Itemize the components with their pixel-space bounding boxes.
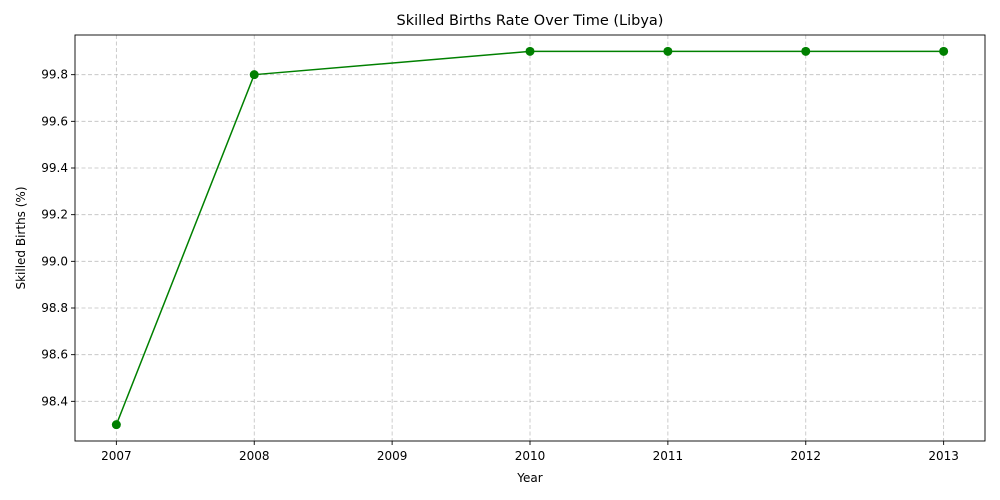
y-tick-label: 99.4 — [41, 161, 68, 175]
x-axis-label: Year — [516, 471, 542, 485]
data-point — [801, 46, 811, 56]
data-point — [111, 420, 121, 430]
x-tick-label: 2010 — [515, 449, 546, 463]
chart-title: Skilled Births Rate Over Time (Libya) — [397, 13, 664, 29]
x-tick-label: 2013 — [928, 449, 959, 463]
y-tick-label: 98.6 — [41, 348, 68, 362]
y-tick-label: 99.6 — [41, 114, 68, 128]
grid — [75, 35, 985, 441]
series-line — [115, 50, 944, 425]
y-tick-label: 99.0 — [41, 254, 68, 268]
data-point — [525, 46, 535, 56]
data-point — [249, 70, 259, 80]
x-tick-label: 2012 — [790, 449, 821, 463]
x-tick-label: 2009 — [377, 449, 408, 463]
series-layer — [111, 46, 949, 430]
y-axis-label: Skilled Births (%) — [14, 186, 28, 289]
x-tick-label: 2008 — [239, 449, 270, 463]
y-tick-label: 99.8 — [41, 68, 68, 82]
y-tick-label: 98.8 — [41, 301, 68, 315]
y-tick-label: 99.2 — [41, 208, 68, 222]
y-tick-label: 98.4 — [41, 394, 68, 408]
x-tick-label: 2007 — [101, 449, 132, 463]
x-tick-label: 2011 — [653, 449, 684, 463]
data-point — [939, 46, 949, 56]
axis-ticks: 2007 2008 2009 2010 2011 2012 2013 98.4 98.6 98.8… — [41, 68, 959, 463]
data-point — [663, 46, 673, 56]
